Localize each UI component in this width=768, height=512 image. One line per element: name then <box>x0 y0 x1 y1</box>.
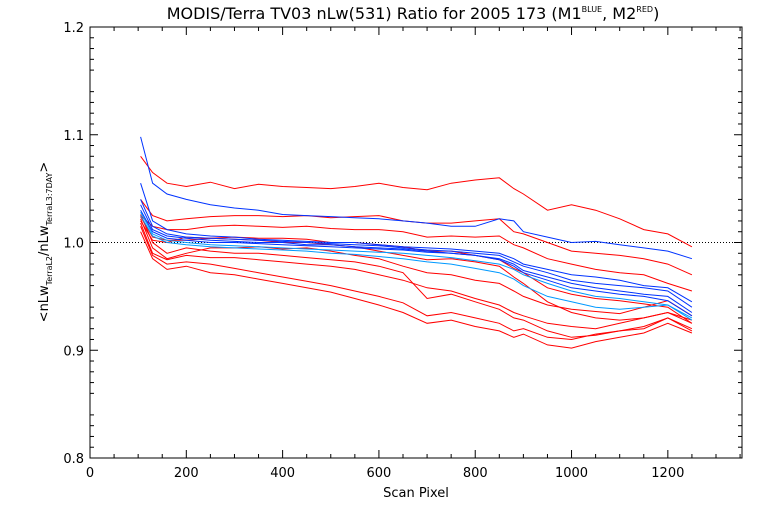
series-line-15 <box>140 209 693 317</box>
chart-title-sup-blue: BLUE <box>582 5 602 14</box>
series-line-12 <box>140 183 693 303</box>
series-line-11 <box>140 136 693 260</box>
y-tick-label-0: 0.8 <box>63 452 84 467</box>
y-label-sub1: TerraL2 <box>45 256 54 286</box>
x-tick-label-6: 1200 <box>651 466 684 481</box>
chart-title-main: MODIS/Terra TV03 nLw(531) Ratio for 2005… <box>167 4 582 23</box>
series-line-2 <box>140 199 693 276</box>
series-line-3 <box>140 215 693 292</box>
series-line-14 <box>140 204 693 313</box>
series-line-7 <box>140 226 693 341</box>
chart-title: MODIS/Terra TV03 nLw(531) Ratio for 2005… <box>167 4 660 23</box>
x-axis-label: Scan Pixel <box>383 486 449 501</box>
ticks-layer: 0 200 400 600 800 1000 1200 0.8 0.9 1.0 1.1 1.2 <box>63 21 742 481</box>
x-tick-label-5: 1000 <box>555 466 588 481</box>
series-line-13 <box>140 199 693 308</box>
series-line-5 <box>140 218 693 317</box>
series-line-9 <box>140 214 693 338</box>
x-tick-label-3: 600 <box>367 466 392 481</box>
y-tick-label-1: 0.9 <box>63 344 84 359</box>
y-label-open: <nLw <box>37 285 52 322</box>
x-tick-label-2: 400 <box>270 466 295 481</box>
y-label-close: > <box>37 162 52 173</box>
x-tick-label-1: 200 <box>174 466 199 481</box>
series-line-16 <box>140 212 693 321</box>
series-line-8 <box>140 231 693 349</box>
series-line-17 <box>140 215 693 319</box>
series-line-6 <box>140 222 693 330</box>
y-label-sub2: TerraL3:7DAY <box>45 172 54 226</box>
y-tick-label-2: 1.0 <box>63 237 84 252</box>
y-tick-label-3: 1.1 <box>63 129 84 144</box>
x-tick-label-0: 0 <box>86 466 94 481</box>
x-tick-label-4: 800 <box>463 466 488 481</box>
chart-title-end: ) <box>653 4 659 23</box>
y-axis-label: <nLwTerraL2/nLwTerraL3:7DAY> <box>37 162 54 323</box>
series-layer <box>140 136 693 349</box>
series-line-1 <box>140 156 693 248</box>
y-label-mid: /nLw <box>37 225 52 256</box>
chart-title-sup-red: RED <box>636 5 653 14</box>
chart-title-mid: , M2 <box>602 4 636 23</box>
y-tick-label-4: 1.2 <box>63 21 84 36</box>
